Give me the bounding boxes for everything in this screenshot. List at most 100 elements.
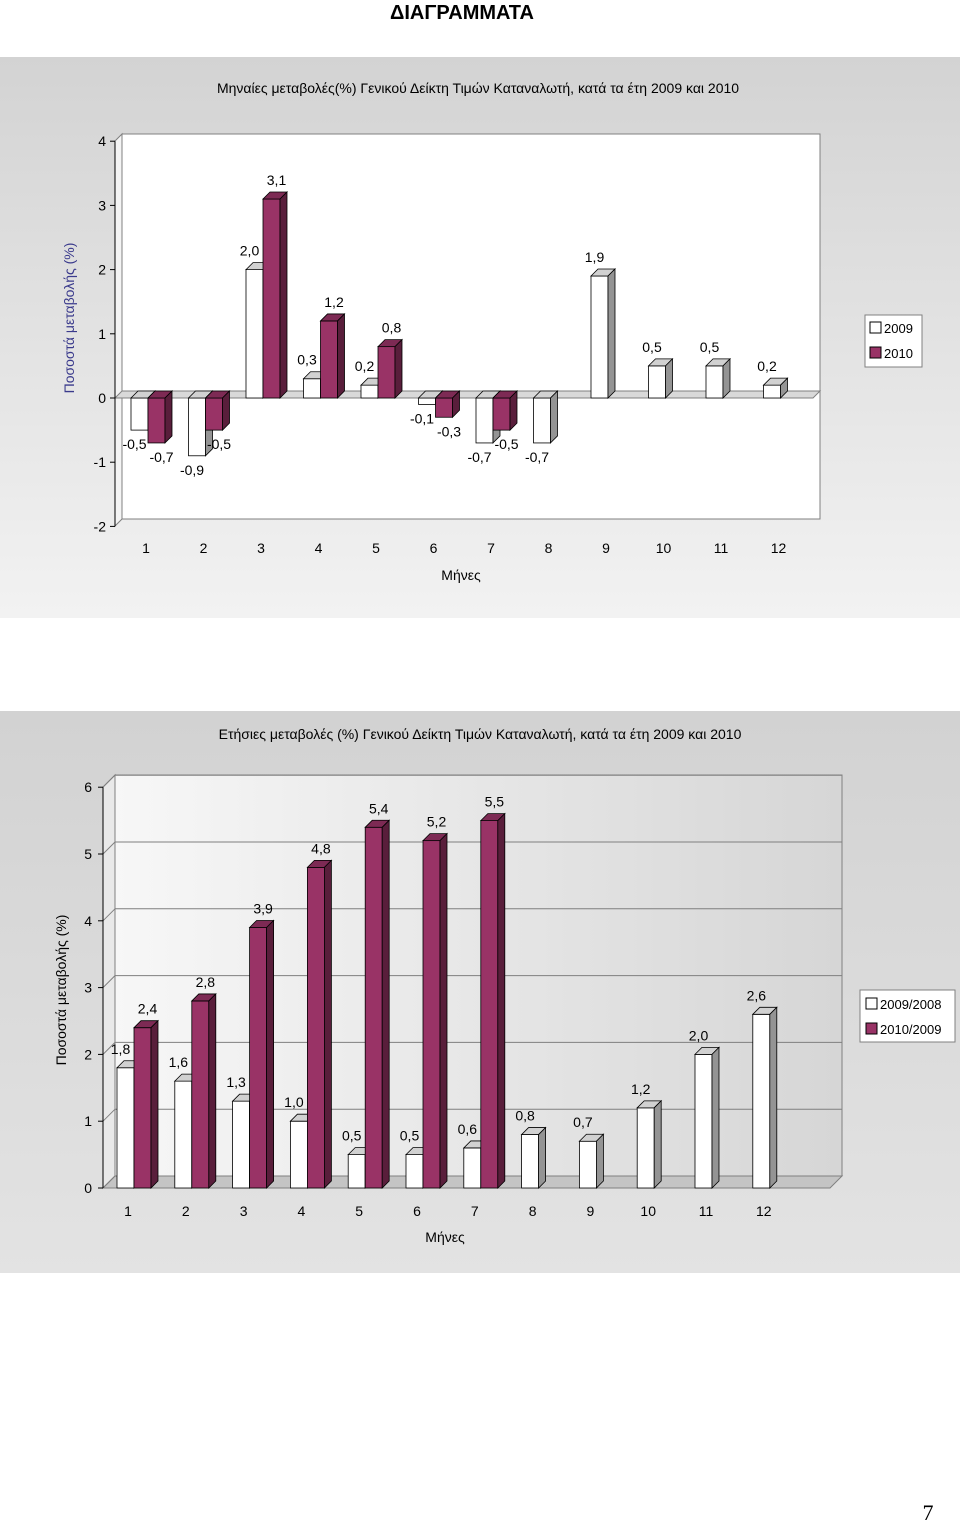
bar-front-face: [347, 1154, 366, 1189]
bar-2009-month-11: [705, 357, 731, 399]
x-tick-label: 12: [756, 1203, 772, 1219]
bar-side-face: [337, 312, 345, 399]
legend-swatch-2009: [869, 321, 882, 334]
data-label: -0,5: [207, 436, 231, 452]
y-tick-label: -1: [94, 454, 107, 470]
x-tick-label: 9: [602, 540, 610, 556]
bar-side-face: [150, 1019, 159, 1189]
bar-front-face: [174, 1080, 193, 1189]
x-tick-label: 10: [656, 540, 672, 556]
legend-swatch-2009-2008: [865, 997, 878, 1010]
y-tick-label: 0: [84, 1180, 92, 1196]
data-label: -0,7: [149, 449, 173, 465]
data-label: 3,9: [253, 900, 273, 916]
bar-side-face: [452, 390, 460, 419]
bar-side-face: [266, 919, 275, 1189]
bar-2010-month-5: [377, 338, 403, 399]
bar-front-face: [435, 397, 453, 418]
bar-2010-2009-month-4: [306, 859, 333, 1189]
bar-front-face: [303, 378, 321, 399]
bars: [116, 812, 778, 1189]
bar-front-face: [306, 866, 325, 1189]
data-label: 0,3: [297, 352, 317, 368]
x-axis-title: Μήνες: [441, 567, 481, 583]
bar-2010-month-7: [492, 390, 518, 432]
gridline-side: [102, 1175, 116, 1189]
bar-front-face: [147, 397, 166, 444]
bar-2010-month-2: [204, 390, 231, 432]
data-label: 2,6: [747, 987, 767, 1003]
bar-side-face: [550, 390, 558, 444]
y-tick-label: 3: [84, 980, 92, 996]
y-tick-label: 1: [84, 1113, 92, 1129]
bar-front-face: [636, 1107, 655, 1189]
data-label: 0,2: [355, 358, 375, 374]
data-label: 1,8: [111, 1041, 131, 1057]
bar-front-face: [360, 384, 379, 399]
bar-front-face: [377, 346, 396, 399]
data-label: 2,4: [138, 1001, 158, 1017]
bar-side-face: [538, 1126, 546, 1189]
bar-2009-2008-month-11: [694, 1046, 720, 1189]
data-label: 0,6: [458, 1121, 478, 1137]
bar-front-face: [205, 397, 223, 431]
bar-front-face: [533, 397, 551, 444]
bar-2009-2008-month-10: [636, 1099, 663, 1189]
data-label: 0,5: [400, 1128, 420, 1144]
x-tick-label: 1: [142, 540, 150, 556]
data-label: -0,5: [494, 436, 518, 452]
bar-2009-month-8: [532, 390, 559, 444]
data-label: 2,0: [689, 1027, 709, 1043]
bar-front-face: [422, 840, 441, 1189]
y-tick-label: 2: [84, 1046, 92, 1062]
bar-2009-2008-month-9: [578, 1133, 605, 1189]
data-label: 0,8: [382, 320, 402, 336]
page-number: 7: [923, 1500, 934, 1524]
data-label: -0,7: [467, 449, 491, 465]
bar-front-face: [191, 1000, 210, 1189]
data-label: 5,4: [369, 800, 389, 816]
bar-2010-month-3: [262, 191, 288, 399]
y-tick-label: 6: [84, 779, 92, 795]
x-tick-label: 7: [471, 1203, 479, 1219]
x-tick-label: 5: [372, 540, 380, 556]
legend: 2009 2010: [864, 314, 923, 368]
data-label: 0,5: [642, 339, 662, 355]
bar-side-face: [497, 812, 506, 1189]
bar-2009-month-9: [590, 268, 616, 399]
bar-front-face: [130, 397, 149, 431]
bar-2010-2009-month-1: [133, 1019, 159, 1189]
data-label: -0,7: [525, 449, 549, 465]
data-label: 1,0: [284, 1094, 304, 1110]
legend-swatch-2010: [869, 346, 882, 359]
data-label: 5,5: [485, 794, 505, 810]
legend-label-2009: 2009: [884, 321, 913, 336]
bar-2010-2009-month-2: [190, 992, 217, 1189]
bar-side-face: [439, 832, 448, 1189]
legend-label-2009-2008: 2009/2008: [880, 997, 941, 1012]
x-tick-label: 5: [355, 1203, 363, 1219]
bar-side-face: [208, 992, 217, 1189]
bar-front-face: [320, 320, 338, 399]
bar-front-face: [763, 384, 781, 399]
bar-front-face: [579, 1140, 597, 1189]
bar-side-face: [722, 357, 731, 399]
annual-change-chart: Ετήσιες μεταβολές (%) Γενικού Δείκτη Τιμ…: [0, 711, 960, 1273]
data-label: 0,5: [700, 339, 720, 355]
y-tick-label: 2: [98, 262, 106, 278]
y-axis-title: Ποσοστά μεταβολής (%): [61, 243, 77, 394]
x-tick-label: 2: [200, 540, 208, 556]
data-label: -0,5: [122, 436, 146, 452]
legend: 2009/2008 2010/2009: [859, 989, 956, 1043]
gridline-side: [102, 1108, 116, 1122]
bar-side-face: [769, 1006, 778, 1189]
bar-front-face: [492, 397, 511, 431]
bar-side-face: [164, 390, 173, 444]
bar-front-face: [133, 1027, 152, 1189]
bar-side-face: [222, 390, 230, 432]
x-tick-label: 7: [487, 540, 495, 556]
data-labels: 1,8 2,4 1,6 2,8 1,3 3,9 1,0 4,8 0,5 5,4 0,5 5,2 0,6 5…: [111, 794, 766, 1144]
data-label: 0,7: [573, 1114, 593, 1130]
back-wall: [121, 133, 821, 520]
